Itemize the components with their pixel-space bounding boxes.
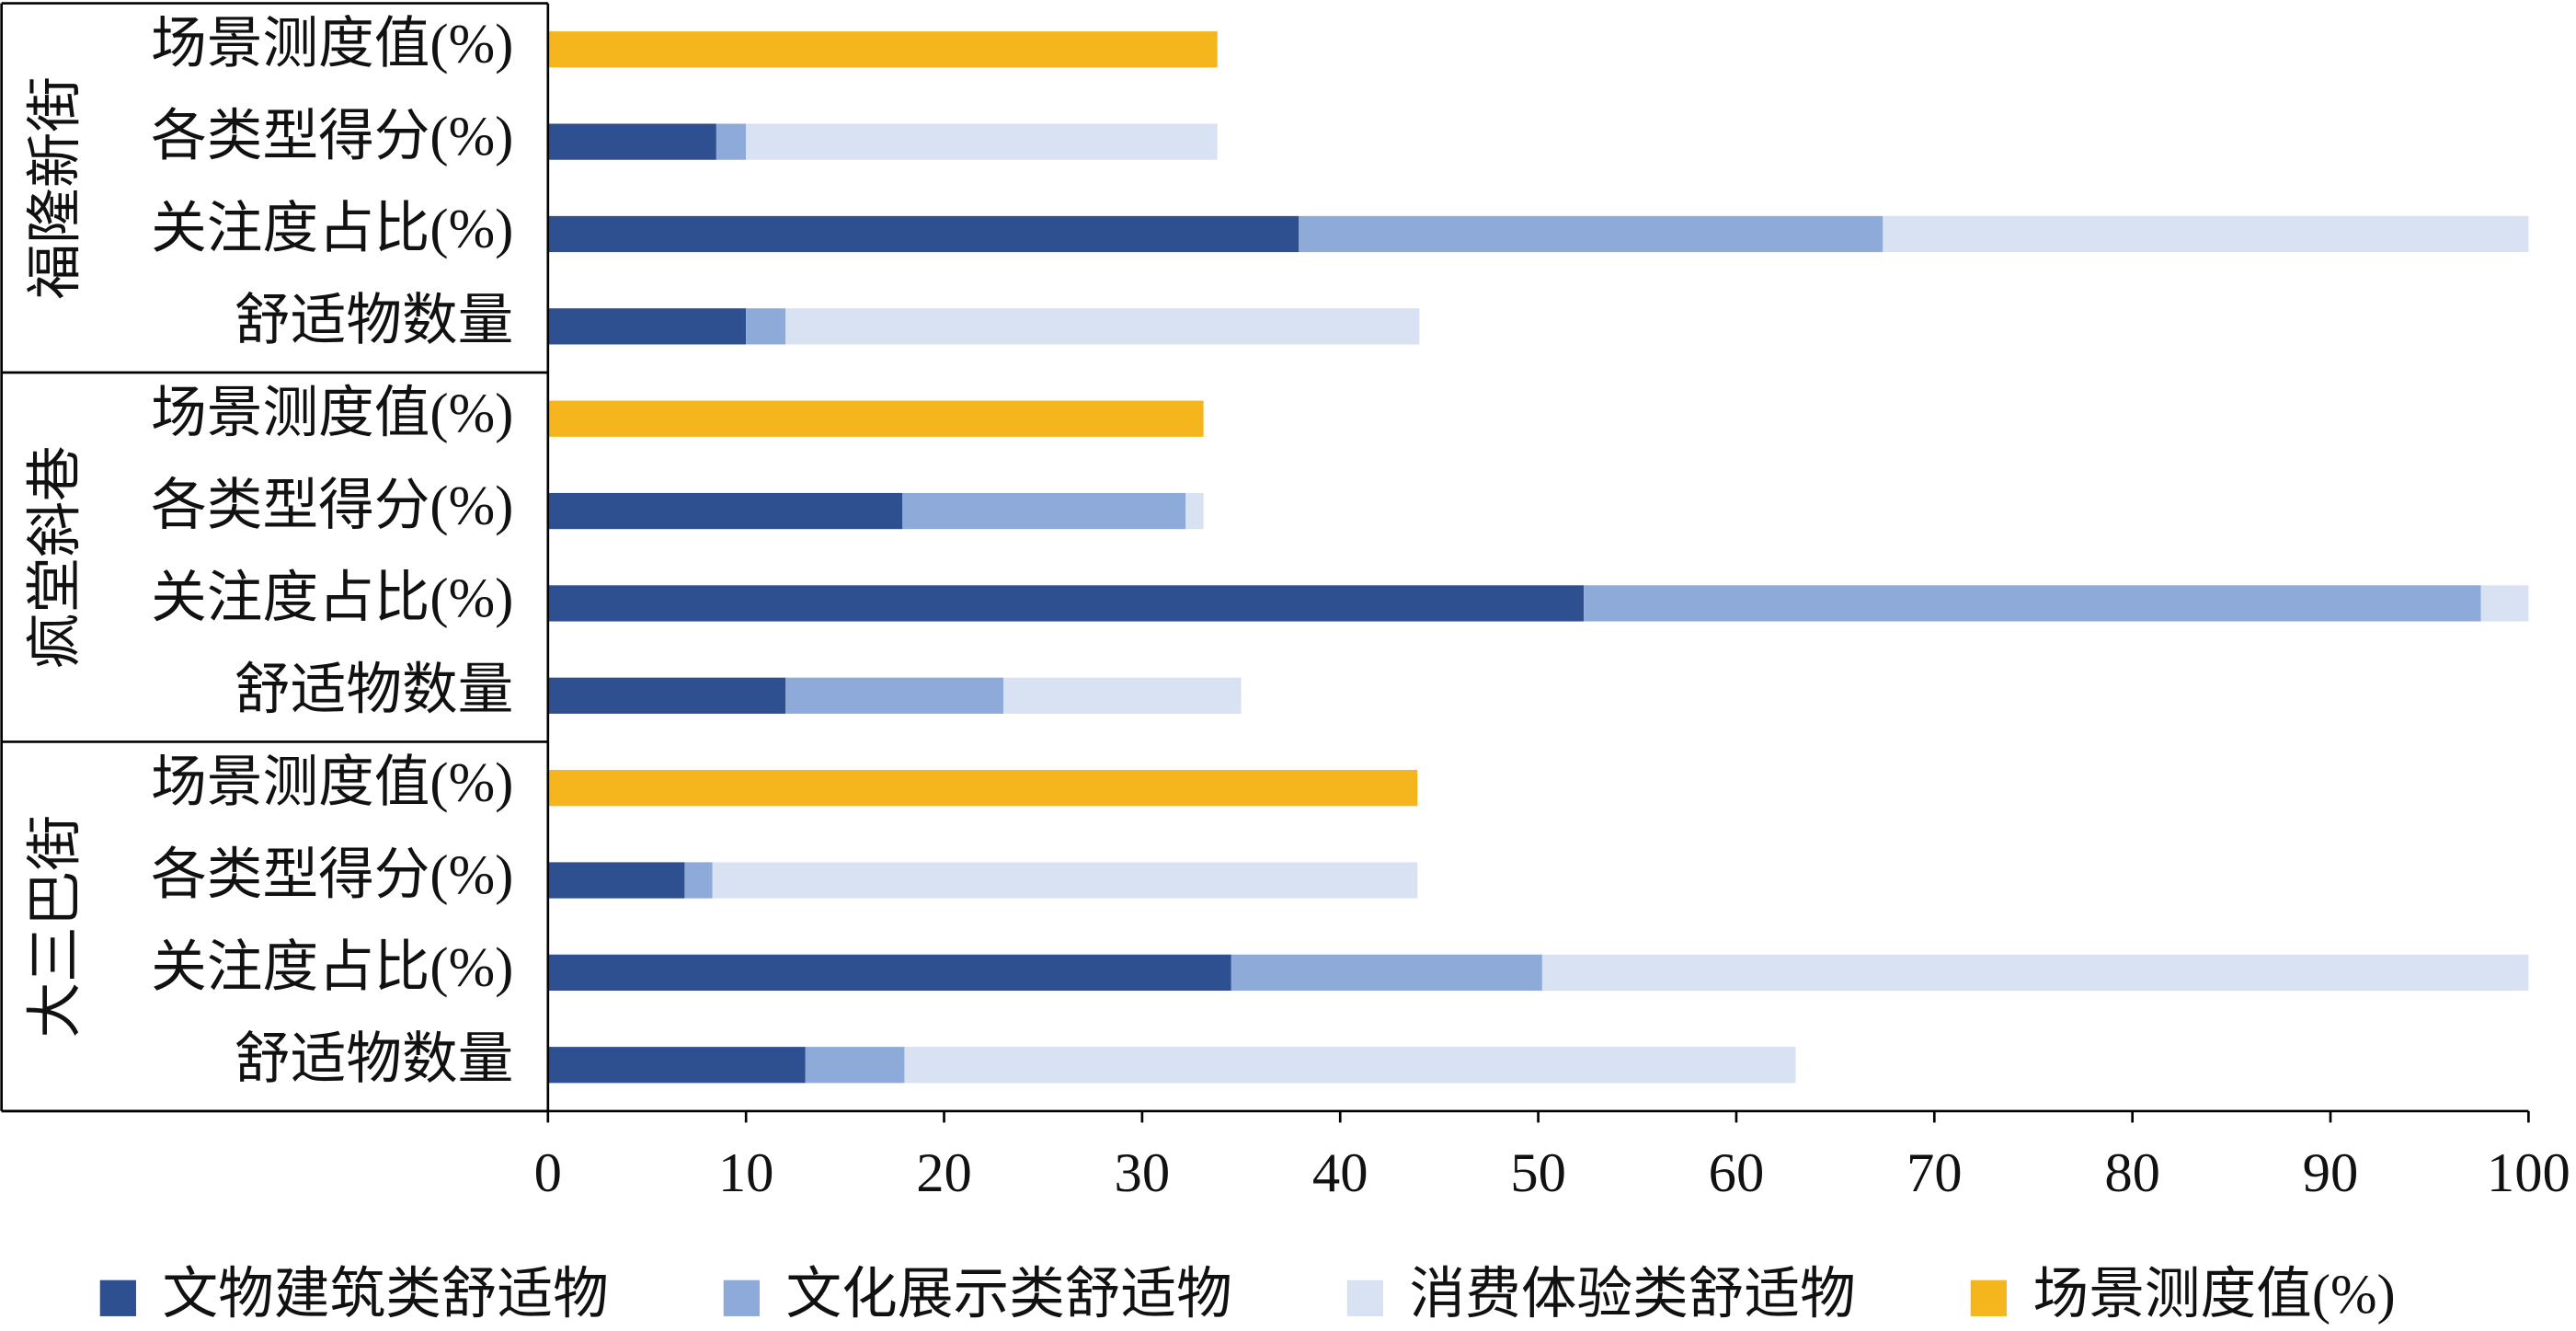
x-tick-label: 20 (916, 1142, 972, 1204)
category-label: 舒适物数量 (235, 291, 513, 352)
bar-segment (547, 308, 747, 345)
x-tick-label: 50 (1510, 1142, 1566, 1204)
bar-segment (547, 585, 1585, 622)
bar-segment (547, 123, 716, 160)
category-label: 场景测度值(%) (151, 14, 513, 75)
legend-label: 文物建筑类舒适物 (163, 1264, 609, 1325)
x-tick-label: 40 (1312, 1142, 1368, 1204)
bar-segment (547, 31, 1218, 68)
category-label: 舒适物数量 (235, 660, 513, 721)
bar-segment (746, 308, 786, 345)
bar-segment (547, 770, 1418, 807)
legend-swatch (1970, 1279, 2007, 1316)
group-label: 福隆新街 (25, 76, 86, 300)
x-tick-label: 70 (1906, 1142, 1963, 1204)
category-label: 舒适物数量 (235, 1029, 513, 1091)
bar-segment (547, 862, 685, 899)
category-label: 各类型得分(%) (151, 844, 513, 906)
x-tick-label: 60 (1709, 1142, 1765, 1204)
bar-segment (547, 954, 1231, 991)
legend-swatch (1346, 1279, 1383, 1316)
bar-segment (547, 677, 786, 714)
bar-segment (547, 215, 1299, 253)
bar-segment (1003, 677, 1242, 714)
legend-swatch (99, 1279, 136, 1316)
bar-segment (712, 862, 1418, 899)
x-tick-label: 10 (718, 1142, 774, 1204)
legend-label: 文化展示类舒适物 (786, 1264, 1232, 1325)
x-tick-label: 80 (2104, 1142, 2160, 1204)
bar-segment (2480, 585, 2529, 622)
category-label: 场景测度值(%) (151, 383, 513, 444)
x-tick-label: 100 (2487, 1142, 2570, 1204)
category-label: 关注度占比(%) (151, 198, 513, 259)
bar-segment (1541, 954, 2529, 991)
legend-label: 消费体验类舒适物 (1410, 1264, 1856, 1325)
legend-swatch (723, 1279, 760, 1316)
bar-segment (1231, 954, 1542, 991)
x-tick-label: 90 (2303, 1142, 2359, 1204)
bar-segment (1185, 492, 1204, 530)
category-label: 关注度占比(%) (151, 936, 513, 998)
category-label: 各类型得分(%) (151, 475, 513, 536)
category-label: 场景测度值(%) (151, 752, 513, 814)
bar-segment (904, 1047, 1796, 1084)
bar-segment (805, 1047, 905, 1084)
bar-segment (547, 400, 1204, 437)
bar-segment (716, 123, 747, 160)
bar-segment (785, 677, 1004, 714)
bar-segment (746, 123, 1218, 160)
bar-segment (1584, 585, 2481, 622)
bar-segment (1883, 215, 2529, 253)
x-tick-label: 30 (1115, 1142, 1171, 1204)
category-label: 关注度占比(%) (151, 568, 513, 629)
bar-segment (785, 308, 1420, 345)
group-label: 疯堂斜巷 (25, 445, 86, 669)
group-label: 大三巴街 (25, 815, 86, 1038)
bar-segment (547, 1047, 806, 1084)
legend-label: 场景测度值(%) (2033, 1264, 2396, 1325)
bar-segment (1299, 215, 1883, 253)
x-tick-label: 0 (534, 1142, 562, 1204)
bar-segment (547, 492, 903, 530)
category-label: 各类型得分(%) (151, 106, 513, 167)
bar-segment (684, 862, 713, 899)
bar-segment (902, 492, 1186, 530)
